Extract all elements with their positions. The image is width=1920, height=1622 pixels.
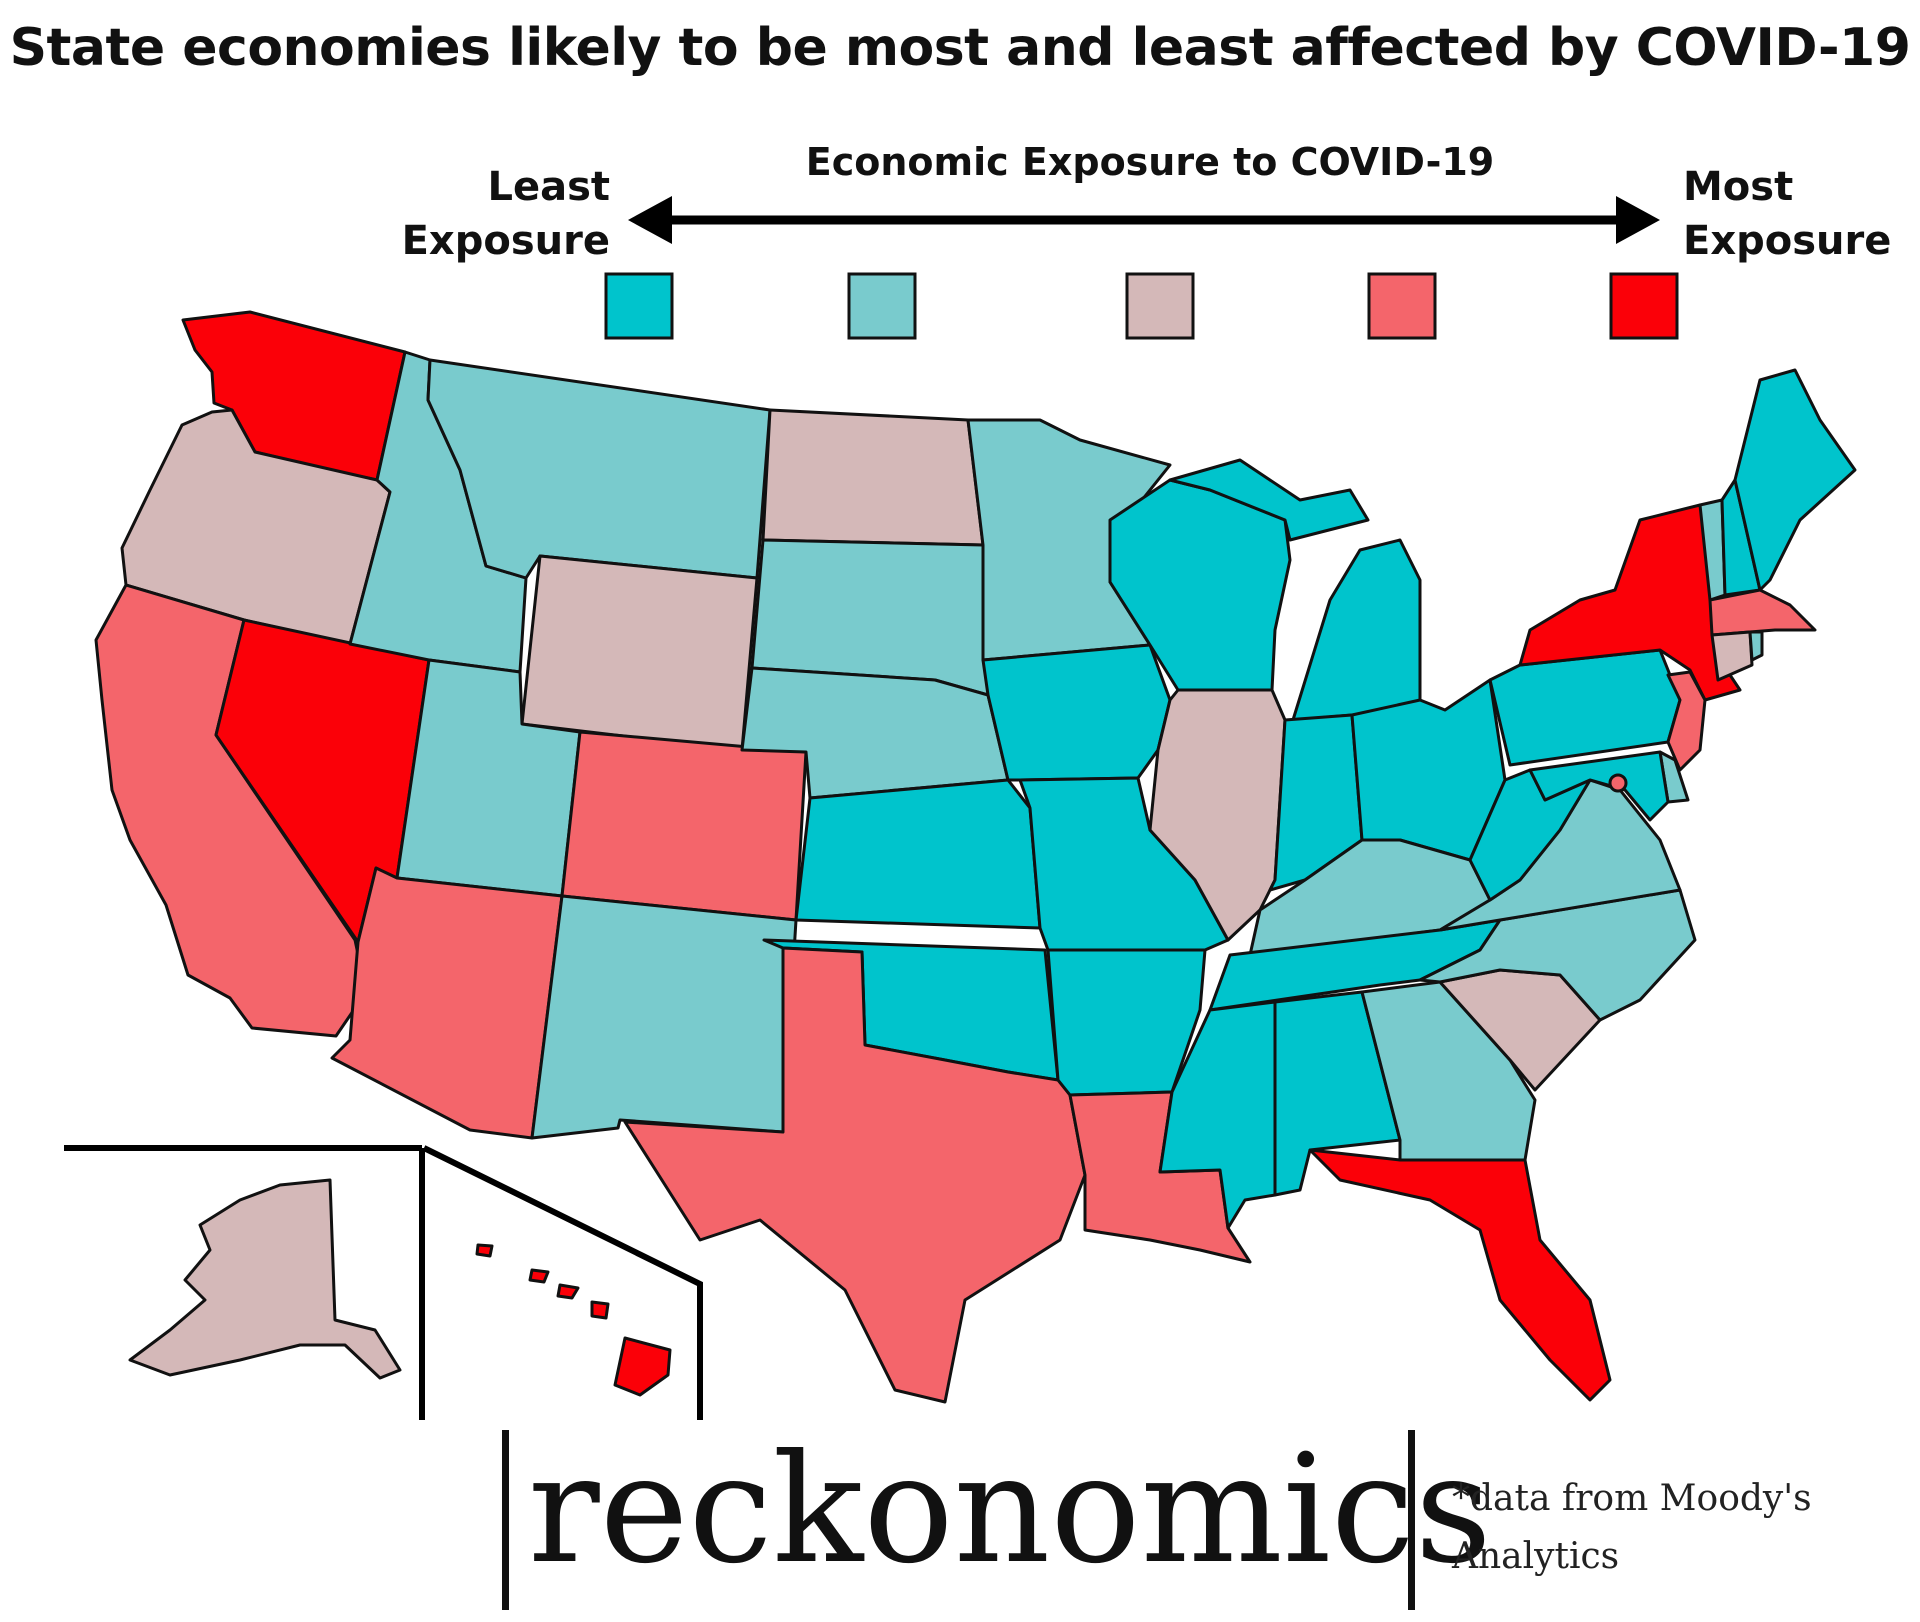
legend-most-line1: Most: [1683, 164, 1794, 210]
legend-swatch-2: [847, 272, 917, 340]
inset-frame: [64, 1145, 703, 1420]
logo-bar-right: [1408, 1430, 1415, 1610]
legend-swatch-4: [1367, 272, 1437, 340]
state-new-jersey: [1666, 670, 1707, 772]
legend-arrow: [628, 196, 1660, 244]
reckonomics-logo: reckonomics: [528, 1423, 1492, 1597]
state-massachusetts: [1708, 588, 1817, 637]
legend-axis-title: Economic Exposure to COVID-19: [805, 140, 1495, 184]
state-colorado: [560, 730, 808, 922]
legend-swatch-5: [1609, 272, 1679, 340]
state-rhode-island: [1748, 630, 1764, 662]
source-line-2: Analytics: [1452, 1536, 1620, 1577]
state-wyoming: [520, 554, 759, 752]
legend-least-label: Least Exposure: [380, 160, 610, 268]
state-maryland: [1528, 750, 1670, 822]
state-maine: [1733, 368, 1857, 592]
legend-swatch-1: [604, 272, 674, 340]
state-arizona: [330, 866, 564, 1140]
state-montana: [426, 358, 772, 580]
state-kansas: [794, 778, 1042, 930]
legend-least-line1: Least: [487, 164, 610, 210]
state-iowa: [981, 643, 1172, 782]
legend-swatch-3: [1125, 272, 1195, 340]
legend-most-label: Most Exposure: [1683, 160, 1913, 268]
state-district-of-columbia: [1608, 773, 1628, 793]
legend-swatches: [604, 272, 1679, 340]
state-alaska: [128, 1178, 402, 1380]
state-texas: [623, 946, 1087, 1404]
state-illinois: [1148, 688, 1287, 942]
source-line-1: *data from Moody's: [1452, 1478, 1812, 1519]
state-connecticut: [1710, 630, 1754, 682]
state-new-mexico: [530, 894, 798, 1140]
logo-bar-left: [502, 1430, 509, 1610]
state-florida: [1308, 1148, 1612, 1402]
legend-least-line2: Exposure: [401, 218, 610, 264]
source-note: *data from Moody's Analytics: [1452, 1470, 1852, 1586]
state-missouri: [1018, 776, 1230, 952]
state-north-dakota: [761, 408, 985, 547]
state-north-carolina: [1418, 888, 1697, 1022]
state-pennsylvania: [1488, 648, 1682, 767]
states-layer: [94, 310, 1857, 1404]
legend-most-line2: Exposure: [1683, 218, 1892, 264]
state-hawaii: [475, 1243, 672, 1397]
map-title: State economies likely to be most and le…: [9, 18, 1911, 78]
